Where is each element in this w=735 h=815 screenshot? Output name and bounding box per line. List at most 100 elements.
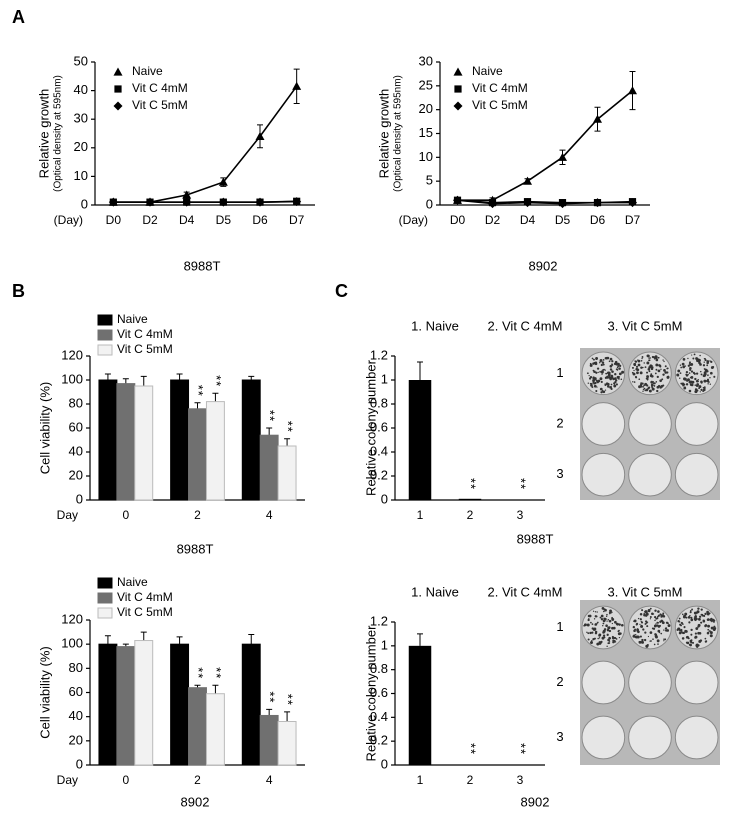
marker [593, 114, 602, 123]
colony [704, 640, 707, 643]
colony [616, 375, 620, 379]
colony [711, 618, 715, 622]
marker [523, 176, 532, 185]
colony [592, 610, 595, 612]
error-bar [104, 373, 111, 380]
colony [607, 638, 610, 641]
colony [690, 633, 693, 636]
colony [698, 640, 702, 643]
colony [657, 356, 660, 359]
column-header: 3. Vit C 5mM [608, 318, 683, 333]
panel-letter: C [335, 281, 348, 301]
colony [700, 613, 703, 616]
y-tick-label: 1.2 [370, 347, 388, 362]
colony [587, 382, 589, 384]
x-tick-label: 2 [467, 773, 474, 787]
colony [691, 608, 694, 611]
plate-well [581, 715, 626, 760]
colony [679, 364, 682, 366]
colony [640, 385, 643, 388]
x-tick-label: 4 [266, 773, 273, 787]
colony [713, 621, 715, 623]
error-bar [284, 438, 291, 446]
panel-letter: B [12, 281, 25, 301]
legend-label: Vit C 4mM [117, 327, 173, 341]
x-tick-label: D6 [252, 213, 268, 227]
colony [660, 632, 663, 635]
colony [637, 617, 640, 620]
x-tick-label: D7 [289, 213, 305, 227]
colony [657, 369, 661, 373]
colony [600, 363, 603, 367]
column-header: 2. Vit C 4mM [488, 318, 563, 333]
colony [594, 378, 597, 381]
colony [690, 641, 693, 644]
colony [610, 375, 614, 379]
x-axis-label: (Day) [54, 213, 83, 227]
colony [645, 388, 648, 391]
colony [690, 370, 694, 373]
colony [654, 358, 656, 360]
colony [654, 633, 657, 636]
colony [644, 610, 646, 613]
colony [633, 619, 637, 623]
marker [113, 101, 123, 111]
colony [633, 381, 636, 383]
colony [707, 628, 710, 631]
colony [666, 367, 669, 370]
colony [596, 622, 599, 624]
colony [600, 370, 604, 374]
colony [594, 630, 598, 634]
colony [600, 391, 603, 394]
colony [609, 385, 613, 389]
colony [661, 378, 664, 381]
colony [654, 615, 657, 619]
y-tick-label: 100 [61, 371, 83, 386]
legend-swatch [97, 592, 113, 604]
bar [277, 721, 297, 766]
colony [608, 642, 611, 644]
colony [689, 367, 692, 370]
colony [618, 623, 621, 626]
plate-well [674, 660, 719, 705]
plate-row-label: 3 [556, 466, 563, 481]
marker [182, 190, 192, 199]
marker [145, 197, 155, 207]
colony [653, 385, 656, 387]
y-tick-label: 120 [61, 347, 83, 362]
colony [685, 373, 688, 376]
colony [599, 387, 603, 391]
significance: ** [209, 667, 224, 679]
colony [610, 383, 613, 386]
colony [651, 386, 653, 389]
marker [558, 199, 567, 209]
colony [613, 384, 616, 387]
colony [689, 363, 692, 366]
colony [649, 618, 652, 620]
colony [666, 629, 670, 632]
colony [599, 616, 602, 619]
colony [661, 621, 665, 625]
plate-well [628, 715, 672, 760]
bar [116, 383, 136, 501]
series-line [457, 199, 633, 205]
plate-well [581, 660, 626, 705]
chart-title: 8902 [529, 258, 558, 273]
colony [592, 376, 595, 379]
colony [599, 371, 601, 373]
colony [708, 612, 711, 615]
colony [657, 384, 661, 388]
legend-label: Vit C 4mM [472, 81, 528, 95]
colony [615, 383, 618, 386]
bar [98, 379, 118, 501]
colony [649, 640, 651, 642]
colony [602, 359, 605, 361]
colony [700, 380, 703, 384]
bar [408, 380, 432, 500]
bar [205, 693, 225, 766]
colony [635, 365, 639, 368]
colony [638, 641, 640, 643]
colony [654, 635, 658, 639]
colony [706, 370, 709, 373]
x-tick-label: D5 [555, 213, 571, 227]
